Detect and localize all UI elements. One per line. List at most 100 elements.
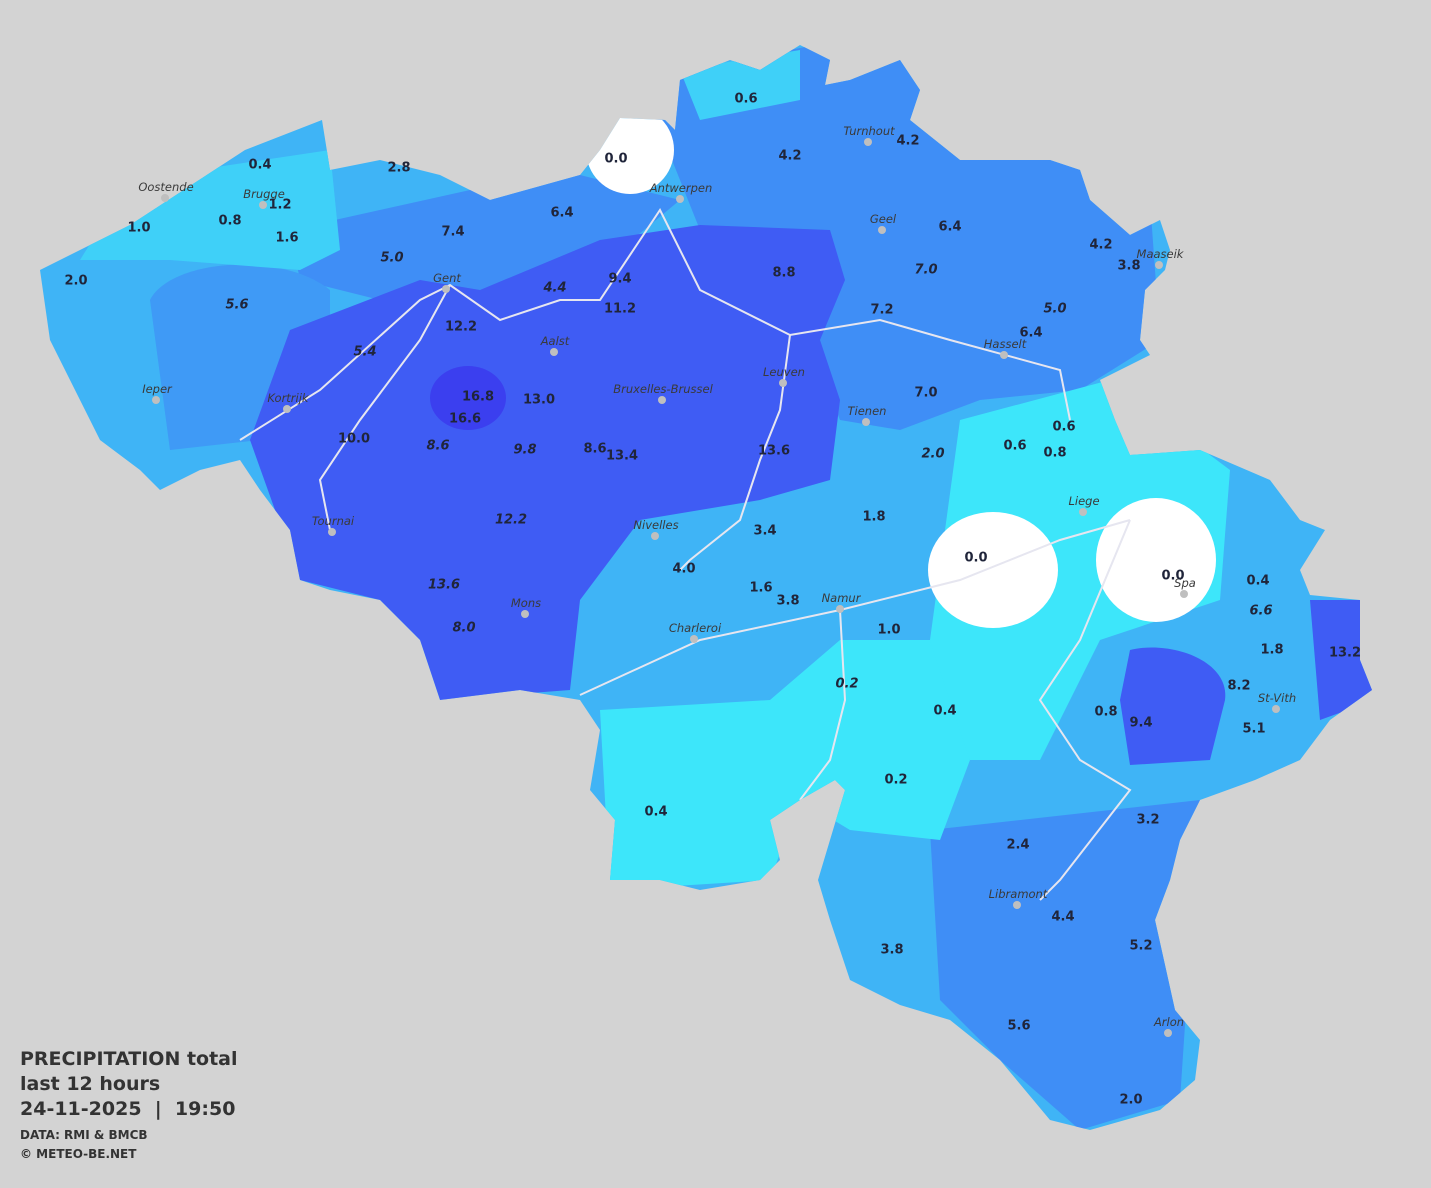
city-name: Aalst bbox=[540, 334, 570, 348]
station-value: 12.2 bbox=[445, 320, 477, 335]
interpolated-value: 4.4 bbox=[542, 281, 566, 296]
city-dot bbox=[259, 201, 267, 209]
station-value: 13.0 bbox=[523, 393, 555, 408]
city-dot bbox=[1180, 590, 1188, 598]
interpolated-value: 0.2 bbox=[835, 677, 858, 692]
city-name: Mons bbox=[511, 596, 541, 610]
city-dot bbox=[550, 348, 558, 356]
interpolated-value: 5.0 bbox=[1043, 302, 1066, 317]
interpolated-value: 7.0 bbox=[914, 263, 937, 278]
station-value: 0.2 bbox=[884, 773, 907, 788]
city-name: Hasselt bbox=[984, 337, 1027, 351]
station-value: 0.6 bbox=[734, 92, 757, 107]
city-name: Brugge bbox=[243, 187, 285, 201]
city-dot bbox=[862, 418, 870, 426]
city-name: Bruxelles-Brussel bbox=[613, 382, 713, 396]
station-value: 1.0 bbox=[877, 623, 900, 638]
station-value: 16.6 bbox=[449, 412, 481, 427]
station-value: 0.8 bbox=[1094, 705, 1117, 720]
station-value: 0.0 bbox=[964, 551, 987, 566]
city-name: St-Vith bbox=[1258, 691, 1296, 705]
station-value: 5.1 bbox=[1242, 722, 1265, 737]
city-dot bbox=[1079, 508, 1087, 516]
station-value: 8.2 bbox=[1227, 679, 1250, 694]
interpolated-value: 2.0 bbox=[921, 447, 944, 462]
labels: Oostende Brugge Antwerpen Turnhout Geel Maase… bbox=[64, 92, 1361, 1108]
station-value: 5.6 bbox=[1007, 1019, 1030, 1034]
interpolated-value: 12.2 bbox=[495, 513, 527, 528]
station-value: 16.8 bbox=[462, 390, 494, 405]
city-name: Tournai bbox=[312, 514, 355, 528]
city-dot bbox=[283, 405, 291, 413]
credit: © METEO-BE.NET bbox=[20, 1147, 137, 1161]
station-value: 4.2 bbox=[1089, 238, 1112, 253]
station-value: 2.0 bbox=[1119, 1093, 1142, 1108]
station-value: 1.8 bbox=[1260, 643, 1283, 658]
station-value: 13.4 bbox=[606, 449, 638, 464]
city-dot bbox=[676, 195, 684, 203]
station-value: 5.2 bbox=[1129, 939, 1152, 954]
legend-line: PRECIPITATION total bbox=[20, 1048, 238, 1070]
station-value: 4.0 bbox=[672, 562, 695, 577]
station-value: 9.4 bbox=[608, 272, 631, 287]
city-dot bbox=[521, 610, 529, 618]
station-value: 3.8 bbox=[1117, 259, 1140, 274]
legend: PRECIPITATION total last 12 hours 24-11-… bbox=[20, 1048, 238, 1161]
station-value: 6.4 bbox=[1019, 326, 1042, 341]
city-dot bbox=[836, 605, 844, 613]
station-value: 0.8 bbox=[218, 214, 241, 229]
station-value: 1.6 bbox=[275, 231, 298, 246]
interpolated-value: 8.6 bbox=[426, 439, 449, 454]
station-value: 1.2 bbox=[268, 198, 291, 213]
station-value: 13.6 bbox=[758, 444, 790, 459]
city-name: Leuven bbox=[763, 365, 805, 379]
station-value: 1.0 bbox=[127, 221, 150, 236]
station-value: 2.4 bbox=[1006, 838, 1029, 853]
city-name: Kortrijk bbox=[267, 391, 310, 405]
station-value: 3.2 bbox=[1136, 813, 1159, 828]
interpolated-value: 8.0 bbox=[452, 621, 475, 636]
city-name: Gent bbox=[433, 271, 461, 285]
station-value: 0.6 bbox=[1003, 439, 1026, 454]
city-name: Maaseik bbox=[1137, 247, 1185, 261]
station-value: 0.4 bbox=[1246, 574, 1269, 589]
interpolated-value: 5.4 bbox=[353, 345, 376, 360]
city-name: Liege bbox=[1068, 494, 1099, 508]
station-value: 1.6 bbox=[749, 581, 772, 596]
city-name: Oostende bbox=[138, 180, 193, 194]
station-value: 7.0 bbox=[914, 386, 937, 401]
station-value: 0.4 bbox=[248, 158, 271, 173]
city-dot bbox=[651, 532, 659, 540]
station-value: 10.0 bbox=[338, 432, 370, 447]
credit: DATA: RMI & BMCB bbox=[20, 1128, 148, 1142]
station-value: 13.2 bbox=[1329, 646, 1361, 661]
station-value: 11.2 bbox=[604, 302, 636, 317]
station-value: 7.4 bbox=[441, 225, 464, 240]
legend-line: 24-11-2025 | 19:50 bbox=[20, 1098, 235, 1120]
city-dot bbox=[1013, 901, 1021, 909]
city-dot bbox=[878, 226, 886, 234]
interpolated-value: 5.6 bbox=[225, 298, 248, 313]
interpolated-value: 13.6 bbox=[428, 578, 460, 593]
station-value: 2.0 bbox=[64, 274, 87, 289]
city-dot bbox=[442, 285, 450, 293]
city-name: Turnhout bbox=[843, 124, 895, 138]
station-value: 2.8 bbox=[387, 161, 410, 176]
city-name: Libramont bbox=[989, 887, 1048, 901]
city-dot bbox=[1155, 261, 1163, 269]
station-value: 0.6 bbox=[1052, 420, 1075, 435]
city-name: Charleroi bbox=[669, 621, 722, 635]
city-name: Namur bbox=[822, 591, 862, 605]
city-dot bbox=[161, 194, 169, 202]
city-dot bbox=[779, 379, 787, 387]
city-name: Arlon bbox=[1153, 1015, 1184, 1029]
city-dot bbox=[658, 396, 666, 404]
city-dot bbox=[690, 635, 698, 643]
city-dot bbox=[864, 138, 872, 146]
legend-line: last 12 hours bbox=[20, 1073, 160, 1095]
city-dot bbox=[1164, 1029, 1172, 1037]
city-dot bbox=[328, 528, 336, 536]
station-value: 3.8 bbox=[880, 943, 903, 958]
